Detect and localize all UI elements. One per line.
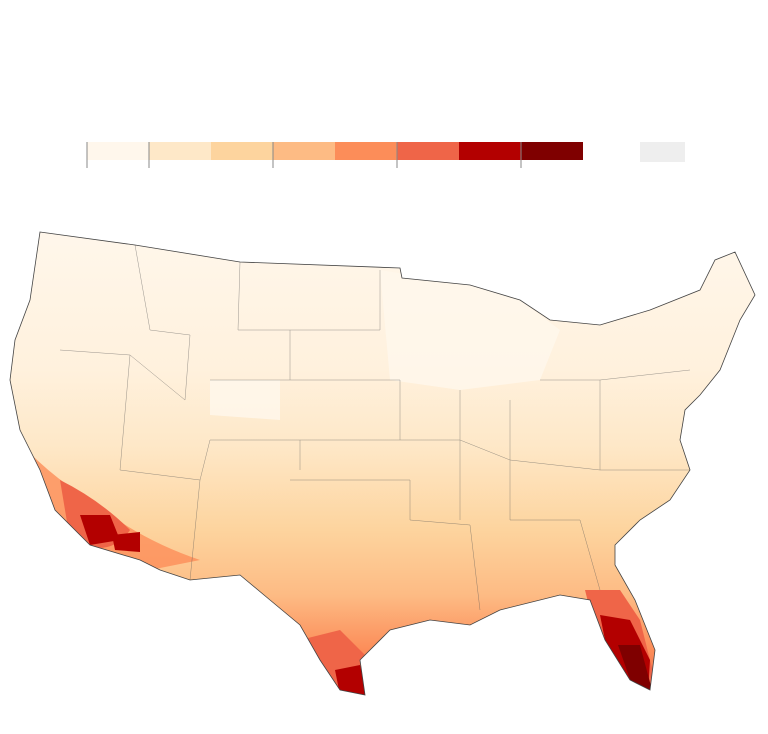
region-fill bbox=[80, 515, 120, 545]
legend-no-data bbox=[640, 142, 685, 162]
legend bbox=[86, 142, 685, 168]
legend-swatch bbox=[87, 142, 149, 160]
region-fill bbox=[380, 270, 560, 390]
legend-swatch bbox=[397, 142, 459, 160]
legend-swatch bbox=[273, 142, 335, 160]
legend-swatch bbox=[211, 142, 273, 160]
legend-swatch bbox=[521, 142, 583, 160]
legend-swatch bbox=[459, 142, 521, 160]
region-fill bbox=[210, 380, 280, 420]
legend-swatch bbox=[149, 142, 211, 160]
state-borders bbox=[59, 244, 691, 611]
region-fill bbox=[335, 665, 368, 695]
legend-swatch bbox=[335, 142, 397, 160]
region-fill bbox=[112, 532, 140, 552]
region-fill bbox=[618, 645, 652, 690]
us-outline bbox=[9, 231, 756, 696]
